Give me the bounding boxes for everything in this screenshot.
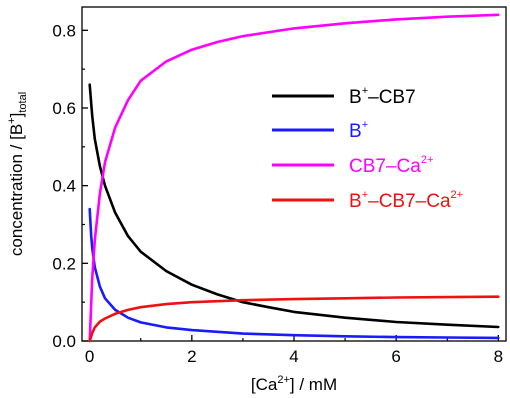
legend-label: B+–CB7 [349,85,416,108]
series-line-0 [88,83,500,329]
y-axis-title: concentration / [B+]total [6,92,29,256]
y-tick-label: 0.8 [52,21,76,40]
series-line-2 [88,13,500,343]
y-tick-label: 0.4 [52,177,76,196]
tick-layer: 0 2 4 6 8 0.0 0.2 0.4 0.6 0.8 [52,21,503,366]
x-tick-label: 2 [187,347,196,366]
series-line-1 [88,207,500,340]
x-tick-label: 8 [494,347,503,366]
x-tick-label: 6 [391,347,400,366]
series-layer [88,13,500,343]
legend-label: B+–CB7–Ca2+ [349,189,463,212]
x-tick-label: 4 [289,347,298,366]
x-axis-title: [Ca2+] / mM [251,374,337,394]
legend-label: CB7–Ca2+ [349,154,433,177]
y-tick-label: 0.0 [52,332,76,351]
plot-frame [81,6,507,342]
y-tick-label: 0.2 [52,254,76,273]
y-tick-label: 0.6 [52,99,76,118]
series-line-3 [88,295,500,343]
legend: B+–CB7 B+ CB7–Ca2+ B+–CB7–Ca2+ [272,85,463,212]
legend-label: B+ [349,119,368,142]
x-tick-label: 0 [85,347,94,366]
